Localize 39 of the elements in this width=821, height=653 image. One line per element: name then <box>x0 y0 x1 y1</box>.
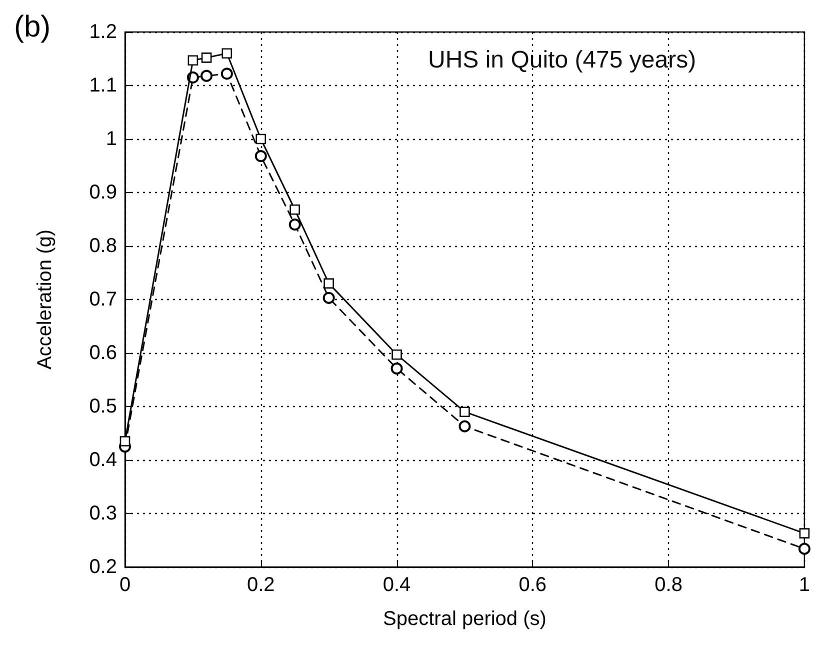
x-tick-label: 0.6 <box>518 574 547 596</box>
point <box>220 68 233 80</box>
point <box>458 420 471 432</box>
annotation: UHS in Quito (475 years) <box>428 46 696 74</box>
point <box>390 362 403 375</box>
y-axis-title: Acceleration (g) <box>34 229 56 370</box>
point <box>201 52 212 63</box>
x-tick-label: 0.2 <box>246 574 275 596</box>
y-tick-label: 1 <box>106 128 117 150</box>
x-tick-label: 0 <box>119 574 131 596</box>
point <box>799 528 810 538</box>
point <box>460 406 470 417</box>
point <box>254 150 267 162</box>
point <box>222 48 232 59</box>
point <box>290 204 300 215</box>
y-tick-label: 0.5 <box>89 396 117 418</box>
y-tick-label: 0.9 <box>89 182 117 204</box>
y-tick-label: 1.2 <box>89 21 117 43</box>
point <box>200 70 213 82</box>
point <box>188 55 198 66</box>
y-tick-label: 0.4 <box>89 449 117 471</box>
x-axis-title: Spectral period (s) <box>383 608 546 630</box>
point <box>798 542 810 555</box>
point <box>256 134 266 144</box>
y-tick-label: 0.6 <box>89 342 117 364</box>
point <box>392 349 402 360</box>
y-tick-label: 0.2 <box>89 556 117 578</box>
y-tick-label: 0.3 <box>89 502 117 524</box>
point <box>324 278 334 289</box>
y-tick-label: 0.7 <box>89 288 117 310</box>
y-tick-label: 0.8 <box>89 235 117 257</box>
point <box>120 436 130 446</box>
x-tick-label: 1 <box>798 574 810 596</box>
point <box>288 218 301 231</box>
y-tick-label: 1.1 <box>89 74 117 96</box>
x-tick-label: 0.4 <box>382 574 411 596</box>
x-tick-label: 0.8 <box>654 574 682 596</box>
text: (b) <box>14 10 51 44</box>
point <box>322 292 335 304</box>
